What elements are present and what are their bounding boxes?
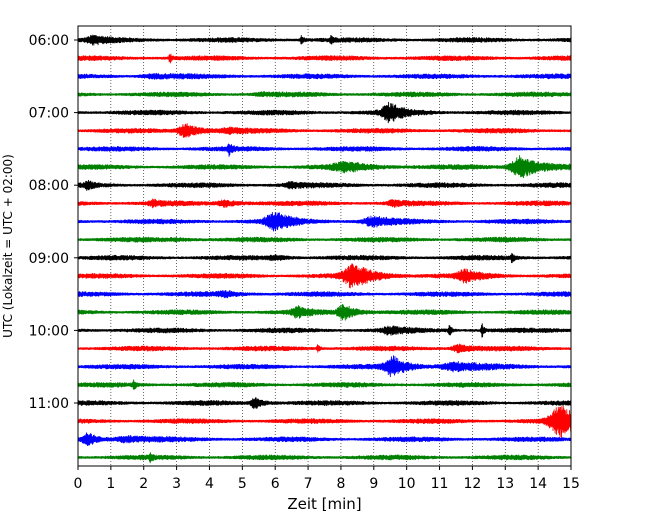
y-tick-label: 10:00 <box>29 323 69 339</box>
x-tick-label: 10 <box>398 476 416 492</box>
x-axis: 0 1 2 3 4 5 6 7 8 9 10 11 12 13 14 15 <box>74 466 580 492</box>
trace-1015 <box>77 343 572 354</box>
x-tick-label: 11 <box>431 476 449 492</box>
trace-0945 <box>77 303 572 321</box>
trace-0715 <box>77 123 572 138</box>
plot-area <box>78 26 571 466</box>
x-tick-label: 5 <box>238 476 247 492</box>
trace-1145 <box>77 452 572 464</box>
trace-0630 <box>77 72 572 80</box>
trace-1115 <box>77 405 572 438</box>
x-axis-label: Zeit [min] <box>287 495 361 513</box>
trace-0900 <box>77 252 572 264</box>
x-tick-label: 8 <box>336 476 345 492</box>
trace-0800 <box>77 179 572 191</box>
trace-0815 <box>77 198 572 209</box>
y-tick-label: 11:00 <box>29 396 69 412</box>
trace-1100 <box>77 397 572 409</box>
x-tick-label: 14 <box>529 476 547 492</box>
x-tick-label: 1 <box>106 476 115 492</box>
trace-0700 <box>77 101 572 124</box>
y-tick-label: 09:00 <box>29 251 69 267</box>
trace-0645 <box>77 91 572 98</box>
x-tick-label: 7 <box>304 476 313 492</box>
trace-1030 <box>77 355 572 378</box>
plot-frame <box>77 25 572 467</box>
trace-1045 <box>77 379 572 391</box>
trace-1130 <box>77 432 572 446</box>
traces-group <box>77 34 572 464</box>
x-tick-label: 12 <box>463 476 481 492</box>
trace-0615 <box>77 53 572 64</box>
trace-0730 <box>77 143 572 157</box>
vertical-grid <box>110 26 539 466</box>
trace-0845 <box>77 236 572 243</box>
x-tick-label: 15 <box>562 476 580 492</box>
x-tick-label: 2 <box>139 476 148 492</box>
y-tick-label: 08:00 <box>29 178 69 194</box>
y-tick-label: 06:00 <box>29 33 69 49</box>
x-tick-label: 13 <box>496 476 514 492</box>
trace-0915 <box>77 263 572 289</box>
trace-0930 <box>77 290 572 299</box>
x-tick-label: 4 <box>205 476 214 492</box>
x-tick-label: 0 <box>74 476 83 492</box>
trace-1000 <box>77 323 572 338</box>
x-tick-label: 3 <box>172 476 181 492</box>
y-axis: 06:00 07:00 08:00 09:00 10:00 11:00 <box>29 33 78 412</box>
trace-0830 <box>77 212 572 232</box>
y-tick-label: 07:00 <box>29 106 69 122</box>
x-tick-label: 9 <box>369 476 378 492</box>
trace-0745 <box>77 155 572 179</box>
trace-0600 <box>77 34 572 46</box>
x-tick-label: 6 <box>271 476 280 492</box>
y-axis-label: UTC (Lokalzeit = UTC + 02:00) <box>1 154 15 338</box>
